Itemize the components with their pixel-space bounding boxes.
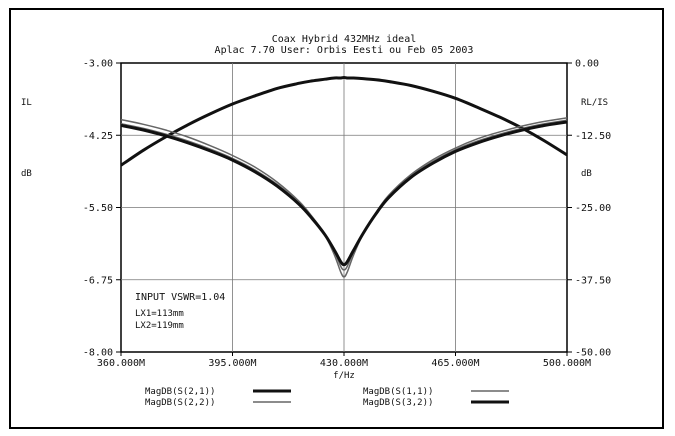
annotation-lx1: LX1=113mm [135,309,184,319]
series-line-magdb-s-3-2 [120,120,568,267]
chart-subtitle: Aplac 7.70 User: Orbis Eesti ou Feb 05 2… [215,45,474,56]
x-axis-label: f/Hz [333,371,355,381]
series-line-magdb-s-1-1 [120,117,568,278]
left-axis-label: IL [21,98,32,108]
right-axis-unit: dB [581,169,592,179]
legend-label: MagDB(S(2,1)) [145,387,215,397]
right-tick-label: -25.00 [575,203,611,214]
x-tick-label: 360.000M [97,358,145,369]
series-line-magdb-s-2-1 [120,76,568,167]
annotation-lx2: LX2=119mm [135,321,184,331]
x-tick-label: 395.000M [208,358,256,369]
left-tick-label: -4.25 [83,131,113,142]
x-tick-label: 465.000M [431,358,479,369]
grid-lines [121,63,567,352]
left-tick-label: -3.00 [83,59,113,70]
chart-title: Coax Hybrid 432MHz ideal [272,34,417,45]
legend: MagDB(S(2,1))MagDB(S(2,2)) MagDB(S(1,1))M… [145,387,509,408]
right-tick-label: -37.50 [575,275,611,286]
right-tick-label: 0.00 [575,59,599,70]
x-axis-ticks: 360.000M 395.000M 430.000M 465.000M 500.000M [97,352,591,369]
left-tick-label: -5.50 [83,203,113,214]
series-group [120,76,568,278]
series-line-magdb-s-2-2 [120,119,568,271]
x-tick-label: 500.000M [543,358,591,369]
left-axis-unit: dB [21,169,32,179]
right-tick-label: -50.00 [575,348,611,359]
right-tick-label: -12.50 [575,131,611,142]
legend-label: MagDB(S(1,1)) [363,387,433,397]
left-axis-ticks: -3.00 -4.25 -5.50 -6.75 -8.00 [83,59,121,359]
chart-frame: -3.00 -4.25 -5.50 -6.75 -8.00 0.00 -12.50 -25.… [9,8,664,429]
right-axis-label: RL/IS [581,98,608,108]
left-tick-label: -6.75 [83,275,113,286]
annotation-vswr: INPUT VSWR=1.04 [135,292,225,303]
chart-canvas: -3.00 -4.25 -5.50 -6.75 -8.00 0.00 -12.50 -25.… [21,34,611,408]
legend-label: MagDB(S(2,2)) [145,398,215,408]
x-tick-label: 430.000M [320,358,368,369]
legend-label: MagDB(S(3,2)) [363,398,433,408]
right-axis-ticks: 0.00 -12.50 -25.00 -37.50 -50.00 [567,59,611,359]
left-tick-label: -8.00 [83,348,113,359]
